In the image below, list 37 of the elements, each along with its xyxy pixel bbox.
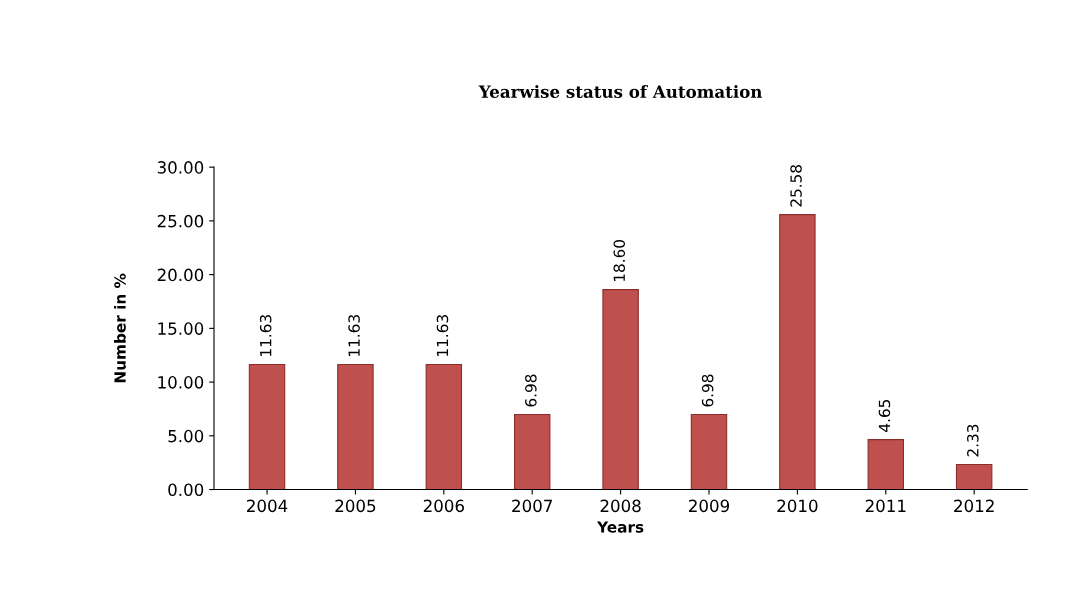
y-axis-title: Number in % <box>114 273 126 383</box>
data-label: 11.63 <box>436 315 449 356</box>
y-tick-label: 15.00 <box>158 322 204 335</box>
y-tick-label: 10.00 <box>158 376 204 389</box>
bar <box>248 364 286 490</box>
x-tick-label: 2008 <box>600 499 641 513</box>
data-label: 2.33 <box>967 424 979 457</box>
y-tick-label: 5.00 <box>168 429 204 443</box>
bar <box>602 289 639 490</box>
y-tick-label: 20.00 <box>157 268 204 282</box>
chart-title: Yearwise status of Automation <box>478 85 763 98</box>
x-tick-label: 2011 <box>865 499 906 513</box>
data-label: 4.65 <box>878 399 891 432</box>
bar <box>690 413 728 490</box>
data-label: 25.58 <box>790 165 802 207</box>
data-label: 18.60 <box>613 240 626 282</box>
data-label: 6.98 <box>525 374 537 407</box>
y-tick-label: 30.00 <box>157 161 204 174</box>
x-tick-label: 2004 <box>247 499 288 513</box>
x-axis-title: Years <box>596 521 644 533</box>
bar <box>955 463 993 490</box>
bar <box>867 439 905 490</box>
x-tick-label: 2009 <box>689 499 730 513</box>
data-label: 11.63 <box>348 315 360 356</box>
x-tick-label: 2012 <box>954 499 994 513</box>
y-tick-label: 25.00 <box>157 214 204 228</box>
data-label: 11.63 <box>259 315 272 356</box>
x-tick-label: 2006 <box>423 499 464 513</box>
y-tick-label: 0.00 <box>168 483 204 497</box>
bar <box>425 364 463 490</box>
bar <box>779 214 816 490</box>
x-tick-label: 2007 <box>512 499 552 513</box>
bar <box>337 364 374 490</box>
data-label: 6.98 <box>701 374 714 407</box>
x-tick-label: 2010 <box>777 499 818 513</box>
x-tick-label: 2005 <box>335 499 376 513</box>
bar <box>513 413 551 490</box>
